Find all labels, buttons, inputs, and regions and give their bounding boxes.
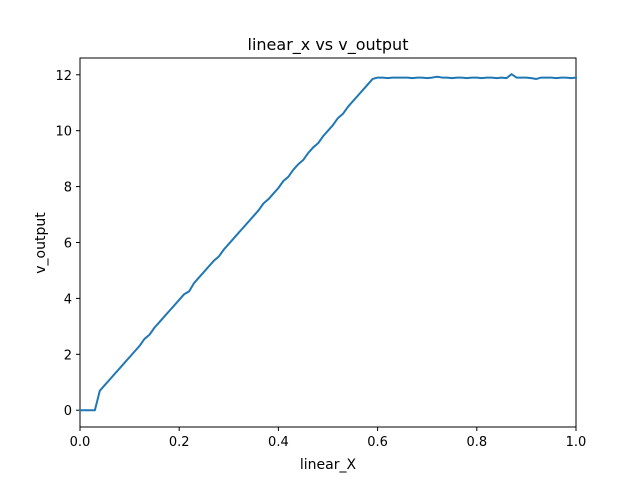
- series-line: [79, 73, 578, 412]
- y-tick-label: 8: [64, 181, 72, 196]
- x-axis-label: linear_X: [300, 457, 357, 473]
- y-tick-label: 4: [64, 292, 72, 307]
- y-axis: 0 2 4 6 8 10 12: [55, 69, 80, 419]
- plot-area: 0.0 0.2 0.4 0.6 0.8 1.0 0 2 4 6 8 10 12: [55, 57, 587, 450]
- x-tick-label: 0.4: [268, 435, 289, 450]
- x-tick-label: 0.0: [70, 435, 91, 450]
- y-tick-label: 2: [64, 348, 72, 363]
- y-tick-label: 0: [64, 404, 72, 419]
- x-axis: 0.0 0.2 0.4 0.6 0.8 1.0: [70, 427, 587, 450]
- plot-frame: [79, 57, 577, 428]
- y-tick-label: 6: [64, 237, 72, 252]
- x-tick-label: 0.6: [367, 435, 388, 450]
- y-tick-label: 10: [55, 125, 72, 140]
- x-tick-label: 0.8: [466, 435, 487, 450]
- x-tick-label: 0.2: [169, 435, 190, 450]
- x-tick-label: 1.0: [566, 435, 587, 450]
- chart-title: linear_x vs v_output: [248, 35, 409, 55]
- y-axis-label: v_output: [33, 212, 49, 274]
- y-tick-label: 12: [55, 69, 72, 84]
